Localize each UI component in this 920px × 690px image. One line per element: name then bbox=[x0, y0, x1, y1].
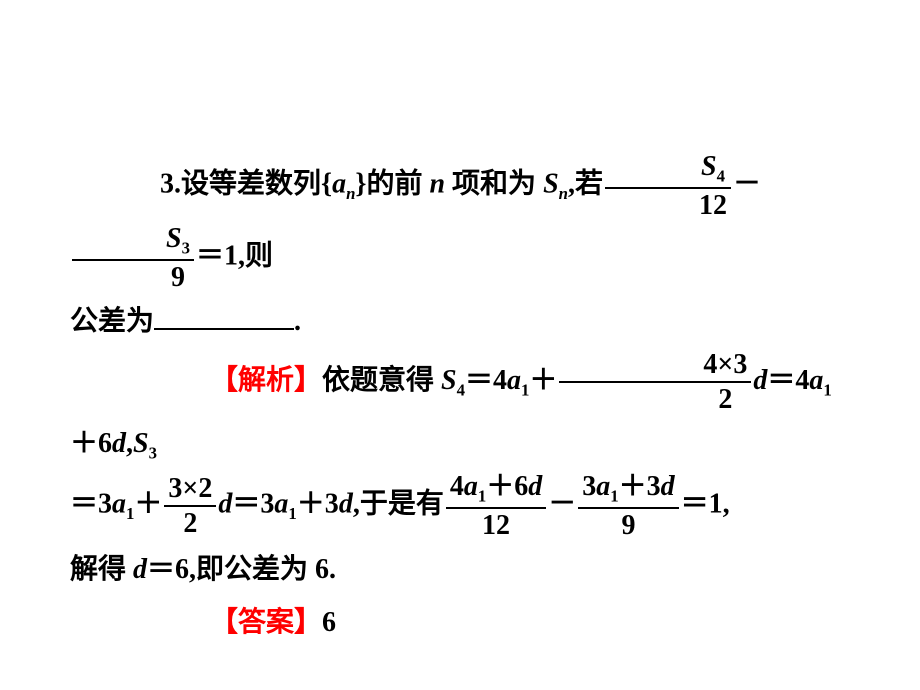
solution-line-1: 【解析】依题意得 S4＝4a1＋4×32d＝4a1＋6d,S3 bbox=[70, 348, 850, 470]
answer-line: 【答案】6 bbox=[70, 596, 850, 649]
fraction-4x3-2: 4×32 bbox=[559, 348, 751, 417]
var-S: S bbox=[543, 169, 559, 200]
problem-number: 3. bbox=[160, 169, 181, 200]
fraction-3x2-2: 3×22 bbox=[164, 472, 216, 541]
minus: － bbox=[733, 169, 761, 200]
solution-line-2: ＝3a1＋3×22d＝3a1＋3d,于是有4a1＋6d12－3a1＋3d9＝1, bbox=[70, 470, 850, 542]
fraction-big-1: 4a1＋6d12 bbox=[446, 470, 546, 542]
var-a: a bbox=[332, 169, 346, 200]
text: 的前 bbox=[366, 169, 429, 200]
sub-n: n bbox=[346, 184, 355, 203]
solution-line-3: 解得 d＝6,即公差为 6. bbox=[70, 543, 850, 596]
text: ,若 bbox=[568, 169, 603, 200]
solution-label: 【解析】 bbox=[210, 365, 322, 396]
brace-open: { bbox=[321, 169, 332, 200]
fraction-big-2: 3a1＋3d9 bbox=[578, 470, 678, 542]
fraction-S4-12: S412 bbox=[605, 150, 731, 222]
answer-value: 6 bbox=[322, 607, 336, 638]
answer-blank bbox=[154, 305, 294, 329]
text: 设等差数列 bbox=[181, 169, 321, 200]
sub-n2: n bbox=[559, 184, 568, 203]
brace-close: } bbox=[355, 169, 366, 200]
eq-1: ＝1,则 bbox=[196, 241, 273, 272]
text: 依题意得 bbox=[322, 365, 441, 396]
var-n: n bbox=[429, 169, 445, 200]
answer-label: 【答案】 bbox=[210, 607, 322, 638]
text: 公差为 bbox=[70, 306, 154, 337]
period: . bbox=[294, 306, 301, 337]
fraction-S3-9: S39 bbox=[72, 222, 194, 294]
sub-4: 4 bbox=[457, 380, 465, 399]
math-problem-page: 3.设等差数列{an}的前 n 项和为 Sn,若S412－S39＝1,则 公差为… bbox=[0, 0, 920, 649]
var-S: S bbox=[441, 365, 457, 396]
problem-line-2: 公差为. bbox=[70, 295, 850, 348]
text: 项和为 bbox=[445, 169, 543, 200]
problem-line-1: 3.设等差数列{an}的前 n 项和为 Sn,若S412－S39＝1,则 bbox=[70, 150, 850, 295]
